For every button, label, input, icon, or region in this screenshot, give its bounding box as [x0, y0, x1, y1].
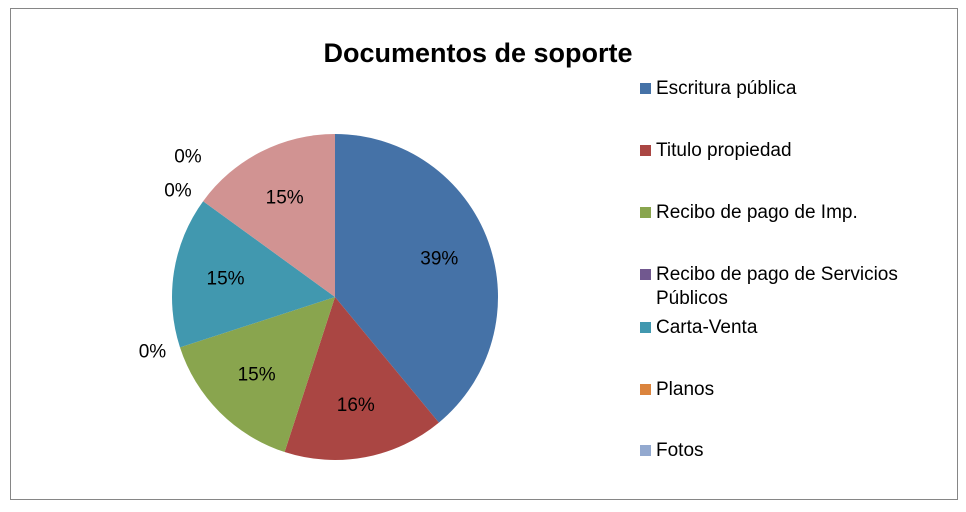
legend-item: Titulo propiedad [640, 139, 945, 163]
legend-label: Planos [656, 379, 715, 400]
legend-item: Planos [640, 378, 945, 402]
legend-label: Escritura pública [656, 78, 797, 99]
pie-slice [203, 134, 335, 297]
pie-slice [171, 201, 335, 348]
legend-label: Titulo propiedad [656, 140, 792, 161]
legend-item: Carta-Venta [640, 316, 945, 340]
data-label: 15% [266, 187, 304, 208]
legend-label: Carta-Venta [656, 317, 758, 338]
data-label: 0% [174, 147, 202, 168]
legend-swatch [640, 145, 651, 156]
data-label: 39% [420, 248, 458, 269]
legend-swatch [640, 445, 651, 456]
pie-slice [335, 134, 498, 423]
data-label: 0% [164, 181, 192, 202]
legend-label: Recibo de pago de Imp. [656, 202, 858, 223]
legend-label: Fotos [656, 440, 704, 461]
legend-label: Recibo de pago de Servicios Públicos [656, 264, 898, 309]
legend-item: Escritura pública [640, 77, 945, 101]
data-label: 15% [238, 364, 276, 385]
legend-swatch [640, 207, 651, 218]
data-label: 0% [139, 341, 167, 362]
pie [171, 134, 498, 460]
pie-slice [284, 297, 439, 460]
pie-slice [179, 297, 335, 453]
legend-swatch [640, 83, 651, 94]
data-label: 16% [337, 395, 375, 416]
data-label: 15% [207, 269, 245, 290]
legend-swatch [640, 322, 651, 333]
legend-swatch [640, 384, 651, 395]
legend-item: Recibo de pago de Imp. [640, 201, 945, 225]
legend-item: Fotos [640, 439, 945, 463]
legend-swatch [640, 269, 651, 280]
chart-title: Documentos de soporte [323, 38, 632, 68]
legend-item: Recibo de pago de Servicios Públicos [640, 263, 945, 311]
